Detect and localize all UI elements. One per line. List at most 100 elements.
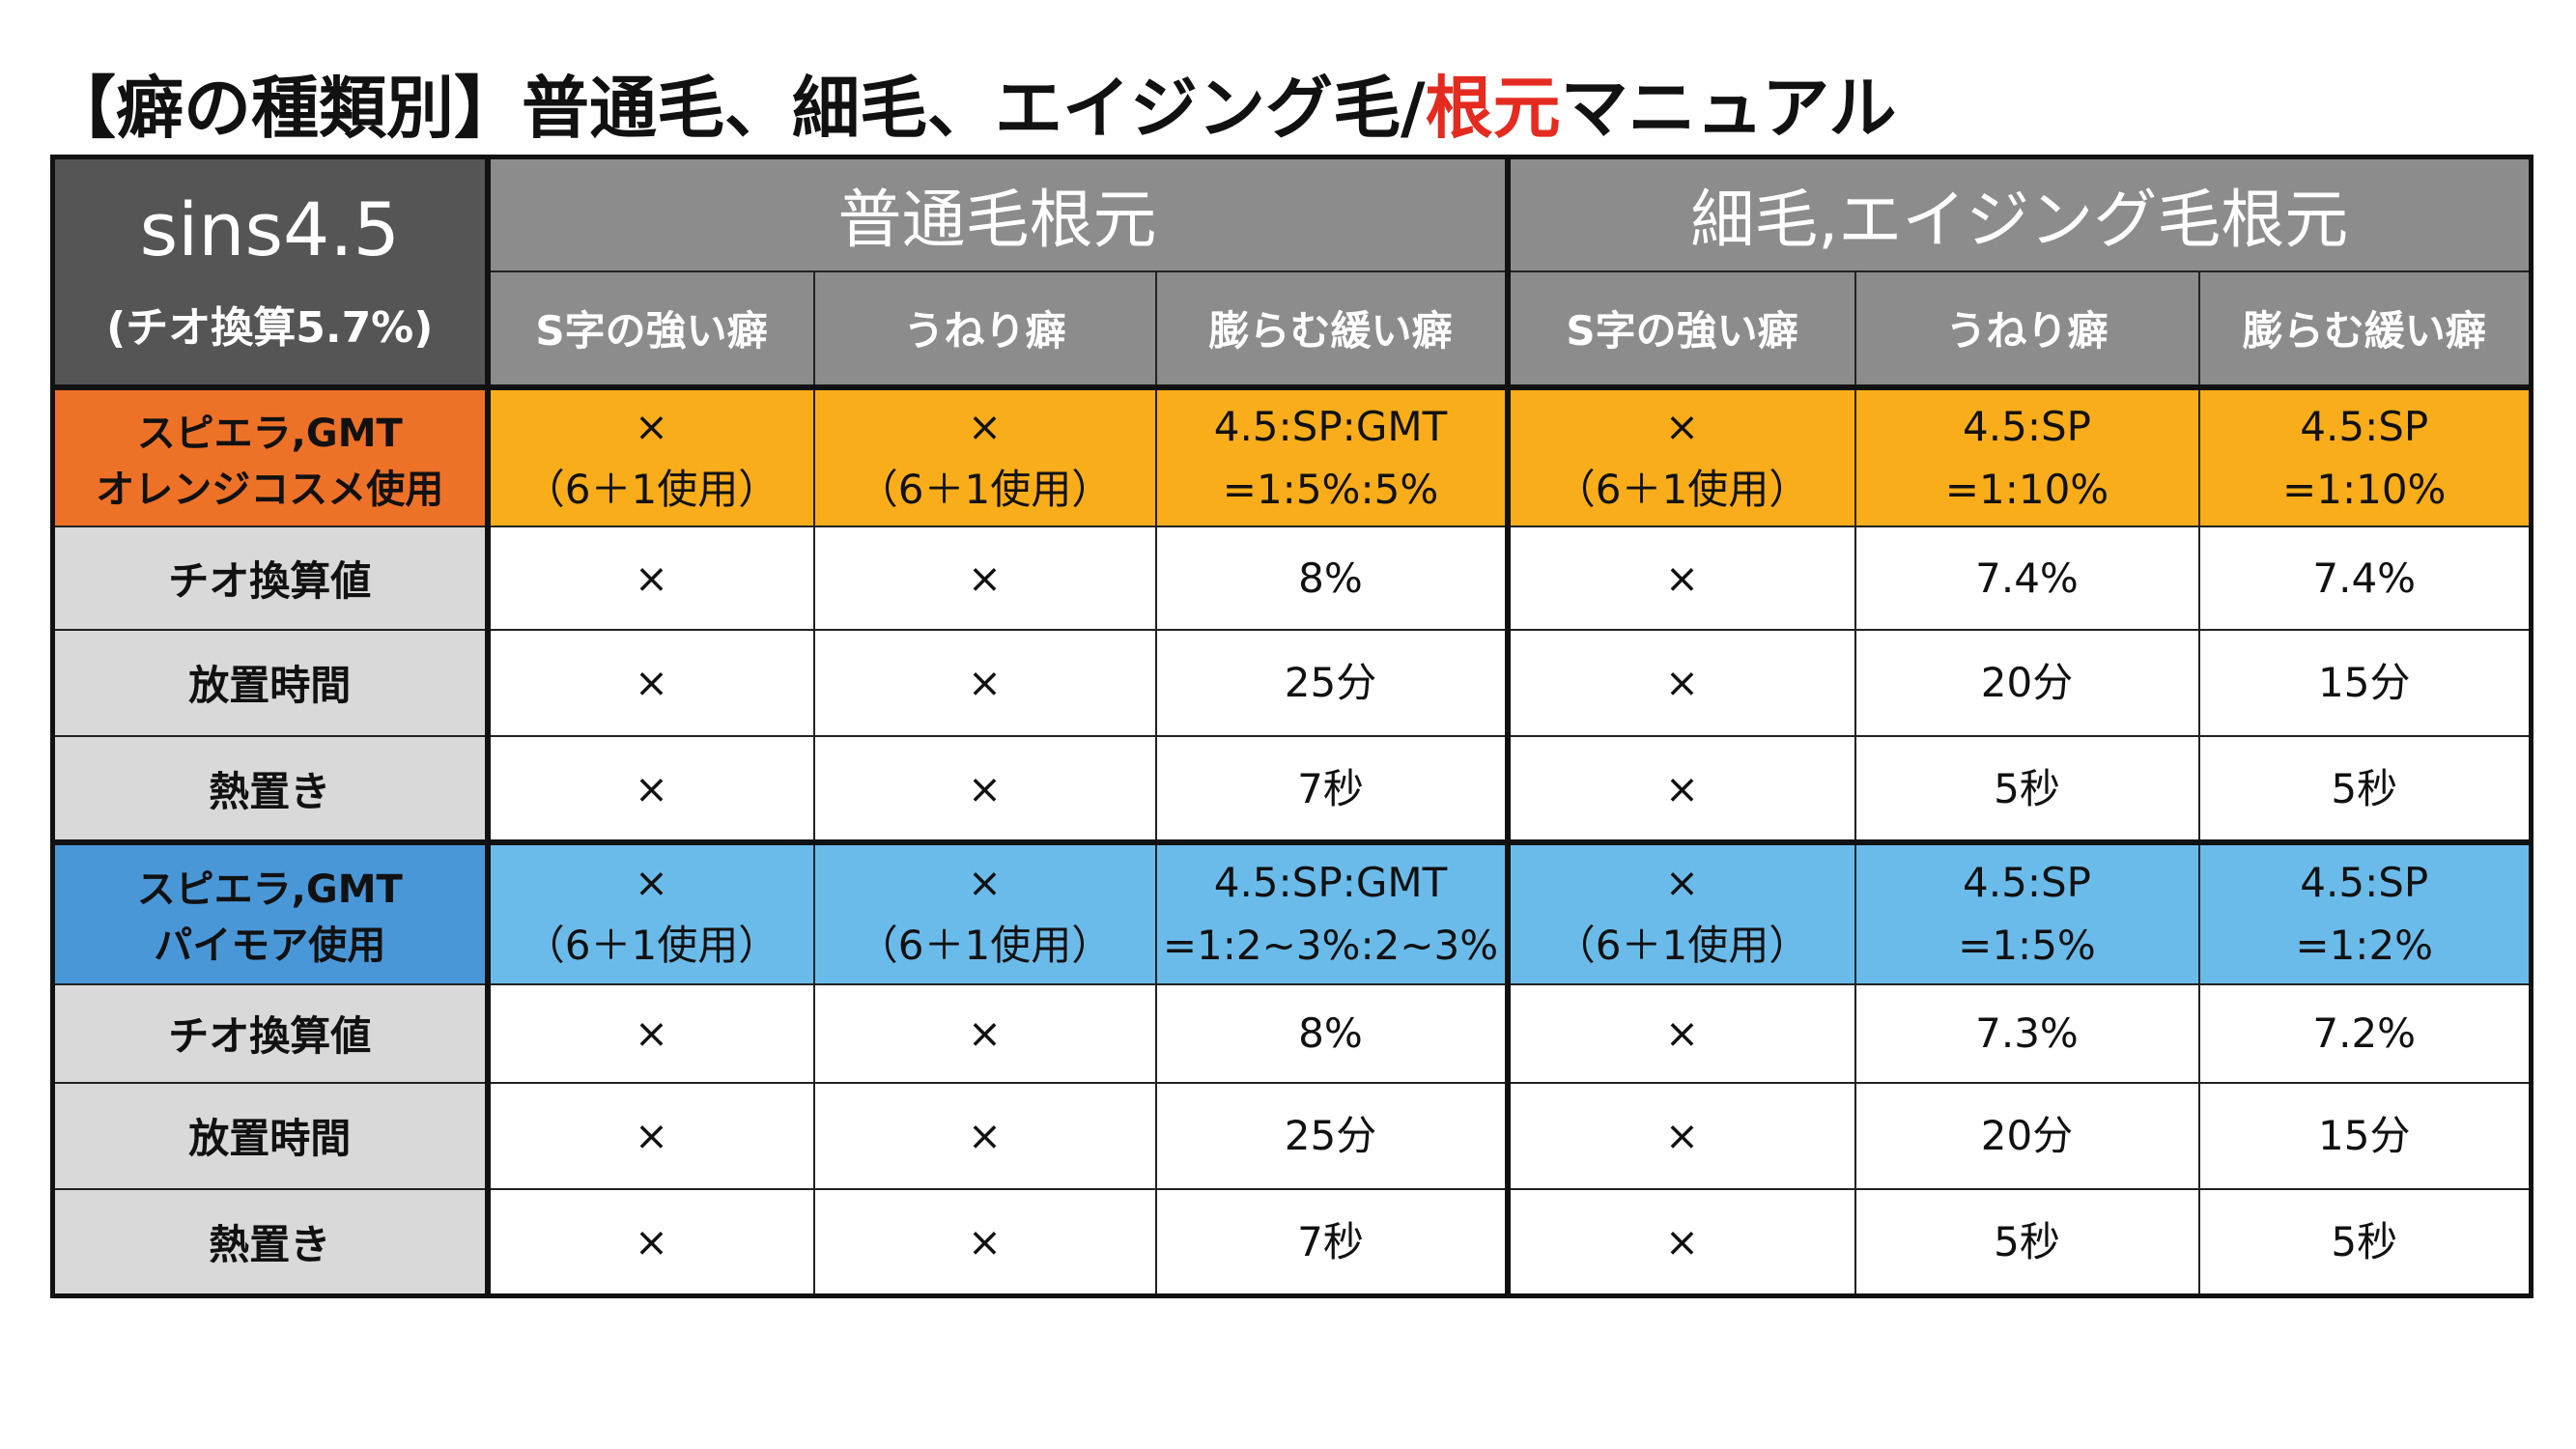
recipe-cell: 4.5:SP =1:2% bbox=[2197, 839, 2533, 985]
value-cell: 5秒 bbox=[2197, 1188, 2533, 1297]
value-cell: × bbox=[1504, 628, 1856, 737]
section-label-line: スピエラ,GMT bbox=[136, 412, 403, 457]
section-label-line: スピエラ,GMT bbox=[136, 867, 403, 913]
recipe-cell: × （6＋1使用） bbox=[812, 384, 1157, 528]
recipe-cell: 4.5:SP:GMT =1:2~3%:2~3% bbox=[1154, 839, 1509, 985]
value-cell: × bbox=[812, 982, 1157, 1084]
recipe-cell: × （6＋1使用） bbox=[1504, 384, 1856, 528]
subheader-wave: うねり癖 bbox=[1854, 270, 2200, 389]
recipe-cell: 4.5:SP =1:10% bbox=[1854, 384, 2200, 528]
value-cell: 7秒 bbox=[1154, 734, 1509, 844]
value-cell: 25分 bbox=[1154, 1081, 1509, 1191]
row-label: 熱置き bbox=[51, 734, 491, 844]
recipe-line: =1:5% bbox=[1958, 922, 2096, 970]
recipe-line: 4.5:SP bbox=[2300, 403, 2429, 451]
recipe-line: （6＋1使用） bbox=[857, 922, 1113, 970]
recipe-line: × bbox=[967, 859, 1003, 907]
recipe-line: （6＋1使用） bbox=[1554, 922, 1810, 970]
subheader-s-curl: S字の強い癖 bbox=[1504, 270, 1856, 389]
value-cell: × bbox=[1504, 526, 1856, 631]
value-cell: × bbox=[486, 1188, 815, 1297]
title-prefix: 【癖の種類別】普通毛、細毛、エイジング毛/ bbox=[48, 69, 1426, 148]
value-cell: × bbox=[486, 628, 815, 737]
page-title: 【癖の種類別】普通毛、細毛、エイジング毛/根元マニュアル bbox=[48, 60, 1896, 156]
value-cell: × bbox=[812, 526, 1157, 631]
recipe-line: × bbox=[634, 403, 669, 451]
recipe-line: 4.5:SP:GMT bbox=[1213, 403, 1448, 451]
value-cell: 15分 bbox=[2197, 628, 2533, 737]
row-label: 放置時間 bbox=[51, 628, 491, 737]
recipe-cell: × （6＋1使用） bbox=[486, 384, 815, 528]
group-header-fine-aging: 細毛,エイジング毛根元 bbox=[1504, 156, 2533, 272]
value-cell: × bbox=[812, 1188, 1157, 1297]
value-cell: × bbox=[486, 734, 815, 844]
value-cell: × bbox=[812, 734, 1157, 844]
recipe-cell: × （6＋1使用） bbox=[812, 839, 1157, 985]
value-cell: 20分 bbox=[1854, 1081, 2200, 1191]
value-cell: 7.4% bbox=[1854, 526, 2200, 631]
value-cell: × bbox=[486, 982, 815, 1084]
recipe-line: =1:2~3%:2~3% bbox=[1162, 922, 1499, 970]
value-cell: 5秒 bbox=[1854, 1188, 2200, 1297]
recipe-cell: 4.5:SP =1:5% bbox=[1854, 839, 2200, 985]
row-label: チオ換算値 bbox=[51, 526, 491, 631]
value-cell: 7.3% bbox=[1854, 982, 2200, 1084]
corner-sub: (チオ換算5.7%) bbox=[106, 303, 434, 354]
recipe-line: 4.5:SP bbox=[1963, 403, 2091, 451]
value-cell: 15分 bbox=[2197, 1081, 2533, 1191]
corner-header: sins4.5 (チオ換算5.7%) bbox=[51, 156, 491, 389]
value-cell: 5秒 bbox=[2197, 734, 2533, 844]
value-cell: × bbox=[486, 1081, 815, 1191]
value-cell: 8% bbox=[1154, 982, 1509, 1084]
recipe-cell: 4.5:SP =1:10% bbox=[2197, 384, 2533, 528]
section-label-blue: スピエラ,GMT パイモア使用 bbox=[51, 839, 491, 985]
corner-main: sins4.5 bbox=[139, 185, 400, 272]
section-label-orange: スピエラ,GMT オレンジコスメ使用 bbox=[51, 384, 491, 528]
row-label: チオ換算値 bbox=[51, 982, 491, 1084]
recipe-line: × bbox=[1664, 859, 1700, 907]
recipe-cell: 4.5:SP:GMT =1:5%:5% bbox=[1154, 384, 1509, 528]
recipe-cell: × （6＋1使用） bbox=[486, 839, 815, 985]
recipe-line: 4.5:SP bbox=[1963, 859, 2091, 907]
subheader-s-curl: S字の強い癖 bbox=[486, 270, 815, 389]
subheader-wave: うねり癖 bbox=[812, 270, 1157, 389]
value-cell: 8% bbox=[1154, 526, 1509, 631]
value-cell: × bbox=[1504, 1188, 1856, 1297]
value-cell: × bbox=[812, 1081, 1157, 1191]
recipe-line: 4.5:SP bbox=[2300, 859, 2429, 907]
value-cell: 7秒 bbox=[1154, 1188, 1509, 1297]
recipe-line: 4.5:SP:GMT bbox=[1213, 859, 1448, 907]
row-label: 熱置き bbox=[51, 1188, 491, 1297]
subheader-loose: 膨らむ緩い癖 bbox=[2197, 270, 2533, 389]
title-highlight: 根元 bbox=[1425, 69, 1561, 148]
value-cell: × bbox=[1504, 982, 1856, 1084]
row-label: 放置時間 bbox=[51, 1081, 491, 1191]
title-suffix: マニュアル bbox=[1560, 69, 1897, 148]
recipe-line: × bbox=[634, 859, 669, 907]
recipe-line: × bbox=[1664, 403, 1700, 451]
subheader-loose: 膨らむ緩い癖 bbox=[1154, 270, 1509, 389]
manual-table: sins4.5 (チオ換算5.7%) 普通毛根元 細毛,エイジング毛根元 S字の… bbox=[50, 155, 2534, 1298]
value-cell: × bbox=[1504, 1081, 1856, 1191]
section-label-line: パイモア使用 bbox=[154, 923, 386, 969]
value-cell: 5秒 bbox=[1854, 734, 2200, 844]
section-label-line: オレンジコスメ使用 bbox=[96, 468, 444, 513]
recipe-line: =1:10% bbox=[1944, 466, 2109, 514]
value-cell: × bbox=[1504, 734, 1856, 844]
value-cell: × bbox=[812, 628, 1157, 737]
recipe-line: × bbox=[967, 403, 1003, 451]
recipe-cell: × （6＋1使用） bbox=[1504, 839, 1856, 985]
value-cell: 20分 bbox=[1854, 628, 2200, 737]
value-cell: × bbox=[486, 526, 815, 631]
recipe-line: （6＋1使用） bbox=[1554, 466, 1810, 514]
value-cell: 7.2% bbox=[2197, 982, 2533, 1084]
recipe-line: （6＋1使用） bbox=[524, 922, 779, 970]
recipe-line: =1:2% bbox=[2295, 922, 2434, 970]
group-header-normal: 普通毛根元 bbox=[486, 156, 1509, 272]
recipe-line: （6＋1使用） bbox=[524, 466, 779, 514]
value-cell: 25分 bbox=[1154, 628, 1509, 737]
recipe-line: =1:10% bbox=[2282, 466, 2447, 514]
recipe-line: （6＋1使用） bbox=[857, 466, 1113, 514]
value-cell: 7.4% bbox=[2197, 526, 2533, 631]
recipe-line: =1:5%:5% bbox=[1222, 466, 1439, 514]
